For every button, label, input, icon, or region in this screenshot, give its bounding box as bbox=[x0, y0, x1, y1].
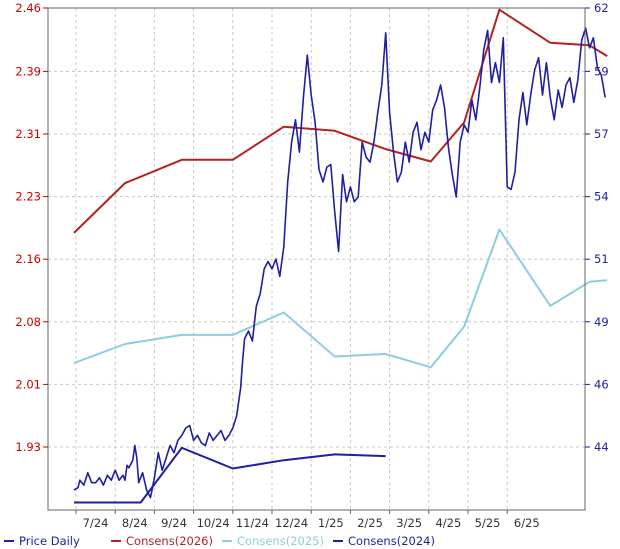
left-tick-label: 2.31 bbox=[15, 127, 41, 141]
x-tick-label: 10/24 bbox=[197, 516, 230, 530]
legend-label: Price Daily bbox=[19, 534, 80, 548]
x-tick-label: 8/24 bbox=[122, 516, 148, 530]
legend-label: Consens(2024) bbox=[348, 534, 435, 548]
legend: Price Daily Consens(2026) Consens(2025) Con… bbox=[4, 534, 435, 548]
series-lines bbox=[73, 8, 608, 504]
left-tick-label: 1.93 bbox=[15, 440, 41, 454]
right-axis: 44 46 49 51 54 57 59 62 bbox=[585, 1, 609, 454]
series-line-consens-2024 bbox=[74, 446, 386, 504]
right-tick-label: 46 bbox=[594, 377, 609, 391]
right-tick-label: 51 bbox=[594, 252, 609, 266]
legend-item-consens-2024: Consens(2024) bbox=[333, 534, 435, 548]
right-tick-label: 59 bbox=[594, 64, 609, 78]
left-tick-label: 2.16 bbox=[15, 252, 41, 266]
x-tick-label: 4/25 bbox=[435, 516, 461, 530]
left-tick-label: 2.46 bbox=[15, 1, 41, 15]
x-axis: 7/24 8/24 9/24 10/24 11/24 12/24 1/25 2/25 3/25 4… bbox=[75, 510, 540, 530]
legend-item-consens-2025: Consens(2025) bbox=[222, 534, 324, 548]
series-line-consens-2025 bbox=[73, 228, 608, 369]
right-tick-label: 49 bbox=[594, 315, 609, 329]
x-tick-label: 5/25 bbox=[475, 516, 501, 530]
right-tick-label: 54 bbox=[594, 190, 609, 204]
x-tick-label: 11/24 bbox=[236, 516, 269, 530]
left-tick-label: 2.23 bbox=[15, 190, 41, 204]
x-tick-label: 3/25 bbox=[396, 516, 422, 530]
left-axis: 1.93 2.01 2.08 2.16 2.23 2.31 2.39 2.46 bbox=[15, 1, 48, 454]
x-tick-label: 6/25 bbox=[514, 516, 540, 530]
series-line-consens-2026 bbox=[73, 8, 608, 234]
legend-label: Consens(2026) bbox=[126, 534, 213, 548]
series-line-price bbox=[73, 27, 606, 499]
left-tick-label: 2.01 bbox=[15, 377, 41, 391]
right-tick-label: 62 bbox=[594, 1, 609, 15]
right-tick-label: 57 bbox=[594, 127, 609, 141]
x-tick-label: 12/24 bbox=[275, 516, 308, 530]
x-tick-label: 7/24 bbox=[83, 516, 109, 530]
x-tick-label: 2/25 bbox=[357, 516, 383, 530]
x-tick-label: 1/25 bbox=[318, 516, 344, 530]
x-tick-label: 9/24 bbox=[161, 516, 187, 530]
legend-item-consens-2026: Consens(2026) bbox=[111, 534, 213, 548]
left-tick-label: 2.39 bbox=[15, 64, 41, 78]
right-tick-label: 44 bbox=[594, 440, 609, 454]
legend-item-price: Price Daily bbox=[4, 534, 80, 548]
left-tick-label: 2.08 bbox=[15, 315, 41, 329]
legend-label: Consens(2025) bbox=[237, 534, 324, 548]
